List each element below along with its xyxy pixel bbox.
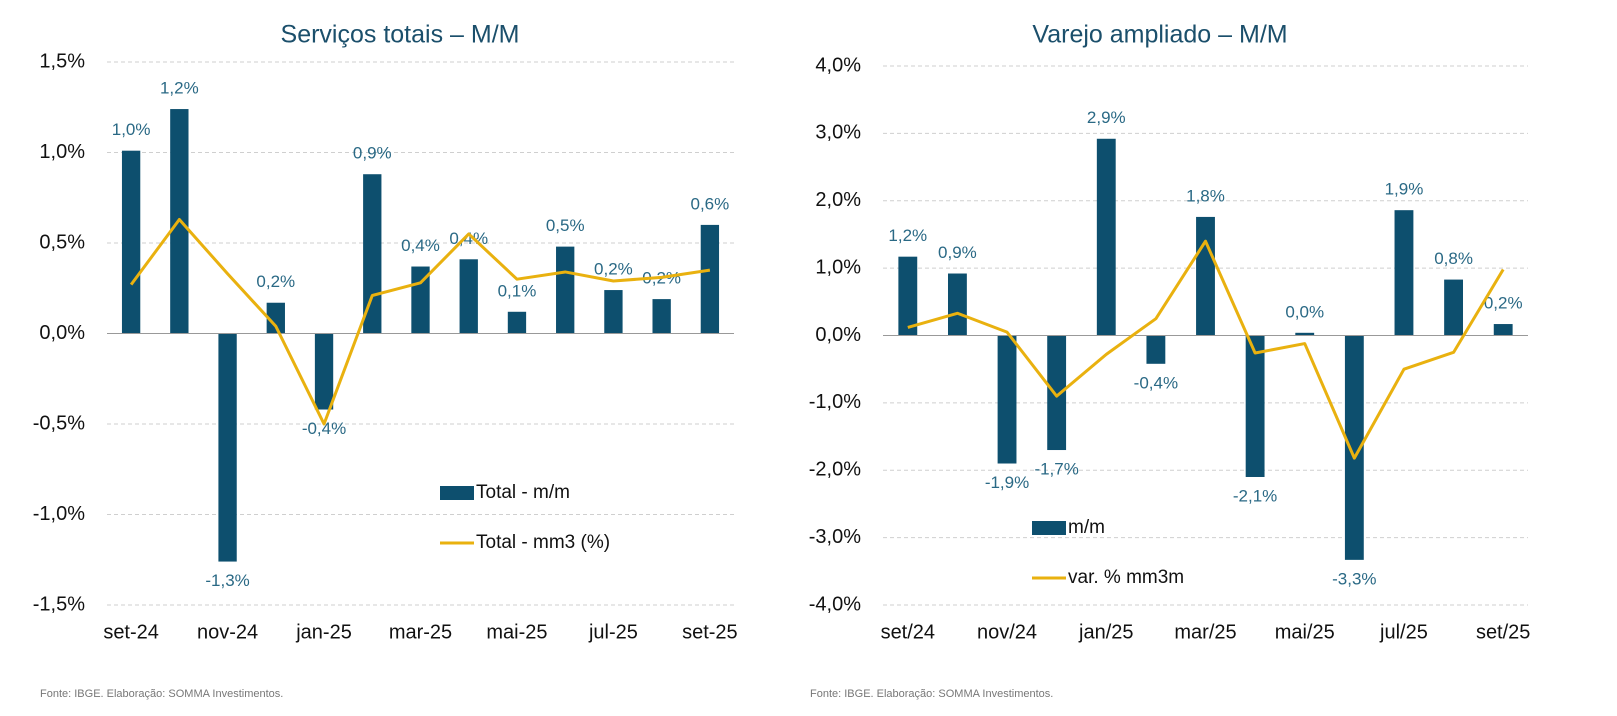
bar bbox=[1146, 335, 1166, 364]
data-label: 1,8% bbox=[1186, 186, 1225, 205]
y-tick-label: 0,0% bbox=[39, 322, 85, 344]
y-tick-label: 0,0% bbox=[815, 324, 861, 346]
data-label: 0,2% bbox=[256, 272, 295, 291]
bar bbox=[1245, 335, 1265, 477]
bar bbox=[898, 256, 918, 336]
x-tick-label: mai-25 bbox=[486, 621, 547, 643]
data-label: 0,1% bbox=[498, 281, 537, 300]
data-label: -0,4% bbox=[1134, 373, 1178, 392]
x-tick-label: mai/25 bbox=[1275, 621, 1335, 643]
bar bbox=[1196, 216, 1215, 336]
data-label: 0,8% bbox=[1434, 249, 1473, 268]
legend-label: Total - m/m bbox=[476, 482, 570, 503]
bar bbox=[604, 290, 623, 334]
y-tick-label: 1,0% bbox=[815, 256, 861, 278]
bar bbox=[218, 333, 237, 562]
x-tick-label: set-24 bbox=[103, 621, 159, 643]
x-tick-label: jul/25 bbox=[1379, 621, 1428, 643]
line bbox=[907, 239, 1505, 460]
y-tick-label: -3,0% bbox=[809, 526, 861, 548]
y-tick-label: -0,5% bbox=[33, 412, 85, 434]
bar bbox=[1295, 332, 1315, 336]
data-label: 0,2% bbox=[1484, 294, 1523, 313]
y-tick-label: -1,0% bbox=[809, 391, 861, 413]
data-label: -3,3% bbox=[1332, 569, 1376, 588]
y-tick-label: 0,5% bbox=[39, 231, 85, 253]
data-label: 1,2% bbox=[160, 79, 199, 98]
legend-swatch bbox=[440, 486, 474, 500]
bar bbox=[556, 246, 575, 334]
data-label: -2,1% bbox=[1233, 486, 1277, 505]
chart-title: Varejo ampliado – M/M bbox=[1032, 21, 1287, 49]
data-label: 0,6% bbox=[691, 194, 730, 213]
bar bbox=[947, 273, 967, 336]
y-tick-label: 1,0% bbox=[39, 141, 85, 163]
data-label: 0,5% bbox=[546, 216, 585, 235]
bar bbox=[266, 302, 285, 334]
x-tick-label: nov/24 bbox=[977, 621, 1037, 643]
y-tick-label: -4,0% bbox=[809, 593, 861, 615]
x-tick-label: jan/25 bbox=[1078, 621, 1134, 643]
y-tick-label: 3,0% bbox=[815, 122, 861, 144]
data-label: 0,0% bbox=[1285, 302, 1324, 321]
y-tick-label: 2,0% bbox=[815, 189, 861, 211]
line bbox=[129, 217, 711, 426]
y-tick-label: -2,0% bbox=[809, 459, 861, 481]
chart-title: Serviços totais – M/M bbox=[281, 21, 520, 49]
bar bbox=[997, 335, 1017, 464]
y-tick-label: -1,5% bbox=[33, 593, 85, 615]
bar bbox=[507, 311, 527, 334]
x-tick-label: set-25 bbox=[682, 621, 738, 643]
footnote: Fonte: IBGE. Elaboração: SOMMA Investime… bbox=[810, 688, 1053, 700]
bar bbox=[1096, 138, 1116, 336]
bar bbox=[1493, 324, 1513, 336]
x-tick-label: jul-25 bbox=[588, 621, 638, 643]
bar bbox=[1394, 210, 1414, 336]
y-tick-label: -1,0% bbox=[33, 503, 85, 525]
bar bbox=[121, 150, 141, 334]
data-label: 1,9% bbox=[1385, 180, 1424, 199]
data-label: -0,4% bbox=[302, 419, 346, 438]
x-tick-label: mar-25 bbox=[389, 621, 452, 643]
data-label: 2,9% bbox=[1087, 108, 1126, 127]
data-label: 0,9% bbox=[353, 144, 392, 163]
legend-swatch bbox=[1032, 521, 1066, 535]
y-tick-label: 4,0% bbox=[815, 54, 861, 76]
bar bbox=[1444, 279, 1464, 336]
legend-label: Total - mm3 (%) bbox=[476, 532, 610, 553]
data-label: -1,7% bbox=[1034, 460, 1078, 479]
x-tick-label: set/24 bbox=[881, 621, 935, 643]
legend-label: var. % mm3m bbox=[1068, 567, 1184, 588]
bar bbox=[700, 224, 720, 334]
data-label: 0,4% bbox=[401, 236, 440, 255]
data-label: -1,9% bbox=[985, 473, 1029, 492]
x-tick-label: mar/25 bbox=[1174, 621, 1236, 643]
data-label: -1,3% bbox=[205, 571, 249, 590]
footnote: Fonte: IBGE. Elaboração: SOMMA Investime… bbox=[40, 688, 283, 700]
x-tick-label: set/25 bbox=[1476, 621, 1530, 643]
data-label: 0,9% bbox=[938, 243, 977, 262]
x-tick-label: jan-25 bbox=[295, 621, 352, 643]
data-label: 1,0% bbox=[112, 120, 151, 139]
y-tick-label: 1,5% bbox=[39, 50, 85, 72]
x-tick-label: nov-24 bbox=[197, 621, 258, 643]
bar bbox=[459, 259, 478, 334]
data-label: 1,2% bbox=[888, 226, 927, 245]
data-label: 0,2% bbox=[594, 260, 633, 279]
bar bbox=[314, 333, 334, 410]
bar bbox=[1344, 335, 1364, 560]
bar bbox=[1047, 335, 1067, 451]
legend-label: m/m bbox=[1068, 517, 1105, 538]
bar bbox=[652, 299, 671, 334]
